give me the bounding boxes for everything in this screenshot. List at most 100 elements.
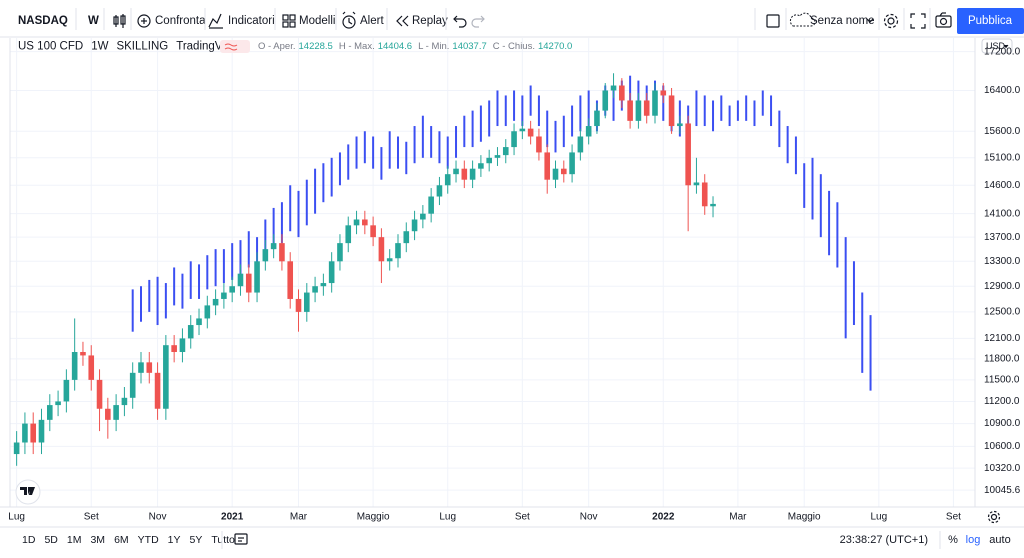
candle-body xyxy=(320,283,327,287)
range-button[interactable]: YTD xyxy=(138,534,159,546)
candle-body xyxy=(428,196,434,214)
snapshot-icon[interactable] xyxy=(935,12,952,28)
candle-body xyxy=(594,110,600,127)
toolbar-button[interactable]: Alert xyxy=(360,15,384,27)
candle-body xyxy=(420,213,426,220)
toolbar-button[interactable]: Confronta xyxy=(155,15,206,27)
candle-body xyxy=(395,243,401,259)
axis-settings-icon[interactable] xyxy=(987,510,1001,524)
candle-body xyxy=(444,174,451,186)
x-tick-label: Lug xyxy=(870,512,887,523)
log-toggle[interactable]: log xyxy=(966,534,981,546)
range-button[interactable]: 1D xyxy=(22,534,36,546)
layout-name[interactable]: Senza nome xyxy=(810,15,875,27)
candle-body xyxy=(436,185,443,197)
legend-broker[interactable]: SKILLING xyxy=(116,41,168,53)
currency[interactable]: USD xyxy=(986,41,1006,51)
layout-dropdown[interactable] xyxy=(866,18,874,23)
toolbar-button[interactable]: Indicatori xyxy=(228,15,275,27)
layout-checkbox[interactable] xyxy=(766,14,780,28)
candle-body xyxy=(527,128,534,137)
range-button[interactable]: 5D xyxy=(44,534,58,546)
pill-icon xyxy=(224,43,238,51)
auto-toggle[interactable]: auto xyxy=(989,534,1010,546)
candle-body xyxy=(303,292,310,312)
candle-body xyxy=(469,168,476,180)
candle-body xyxy=(619,85,625,101)
templates-icon[interactable] xyxy=(282,14,296,28)
indicators-icon[interactable] xyxy=(208,13,223,29)
candle-body xyxy=(693,182,700,186)
candle-body xyxy=(245,273,252,293)
visibility-pill[interactable] xyxy=(220,40,250,53)
interval[interactable]: W xyxy=(88,15,99,27)
legend-symbol[interactable]: US 100 CFD xyxy=(18,41,83,53)
candle-body xyxy=(237,273,244,287)
y-tick-label: 10900.0 xyxy=(984,418,1021,429)
range-button[interactable]: 1Y xyxy=(168,534,181,546)
candle-body xyxy=(502,147,509,156)
candle-body xyxy=(494,155,501,158)
candle-body xyxy=(204,305,211,319)
range-button[interactable]: 1M xyxy=(67,534,82,546)
undo-icon[interactable] xyxy=(453,15,467,28)
legend-value: 14037.7 xyxy=(452,41,486,52)
candle-body xyxy=(229,286,235,293)
candle-body xyxy=(13,442,20,455)
candle-body xyxy=(478,163,484,169)
legend-value: 14228.5 xyxy=(299,41,333,52)
candle-body xyxy=(552,168,559,180)
x-tick-label: Set xyxy=(946,512,961,523)
legend-interval[interactable]: 1W xyxy=(91,41,108,53)
range-button[interactable]: Tutto xyxy=(211,534,235,546)
fullscreen-icon[interactable] xyxy=(910,13,926,29)
candle-body xyxy=(113,405,119,420)
candle-body xyxy=(378,237,385,262)
percent-toggle[interactable]: % xyxy=(948,534,958,546)
candle-body xyxy=(511,131,517,148)
currency-box[interactable] xyxy=(981,38,1013,54)
compare-icon[interactable] xyxy=(137,14,151,28)
toolbar-button[interactable]: Replay xyxy=(412,15,448,27)
symbol[interactable]: NASDAQ xyxy=(18,15,68,27)
x-tick-label: Set xyxy=(84,512,99,523)
candle-body xyxy=(668,95,675,127)
alert-icon[interactable] xyxy=(342,11,356,29)
candle-body xyxy=(370,225,376,238)
legend-field: O - Aper. xyxy=(258,41,296,52)
candle-body xyxy=(38,419,45,443)
publish-button[interactable] xyxy=(957,8,1024,34)
chart-type-icon[interactable] xyxy=(113,14,126,28)
legend-value: 14270.0 xyxy=(538,41,572,52)
candle-body xyxy=(146,362,153,373)
range-button[interactable]: 3M xyxy=(90,534,105,546)
publish-label[interactable]: Pubblica xyxy=(968,15,1013,27)
candle-body xyxy=(221,292,227,299)
date-range-icon[interactable] xyxy=(234,533,248,545)
toolbar-button[interactable]: Modelli xyxy=(299,15,335,27)
legend-value: 14404.6 xyxy=(378,41,412,52)
candle-body xyxy=(362,219,368,226)
candle-body xyxy=(71,352,78,380)
candle-body xyxy=(129,372,136,398)
candle-body xyxy=(80,352,86,356)
range-button[interactable]: 6M xyxy=(114,534,129,546)
y-tick-label: 11200.0 xyxy=(984,396,1020,407)
candle-body xyxy=(585,126,592,137)
x-tick-label: 2021 xyxy=(221,512,244,523)
tradingview-logo xyxy=(15,479,41,505)
candle-body xyxy=(105,408,111,420)
candle-body xyxy=(544,152,551,180)
replay-icon[interactable] xyxy=(396,15,409,27)
range-button[interactable]: 5Y xyxy=(190,534,203,546)
x-tick-label: Mar xyxy=(729,512,747,523)
candle-body xyxy=(279,243,285,262)
candle-body xyxy=(569,152,575,175)
candle-body xyxy=(403,231,410,244)
y-tick-label: 14100.0 xyxy=(984,208,1021,219)
currency-dropdown xyxy=(1003,44,1009,49)
settings-icon[interactable] xyxy=(883,13,899,29)
redo-icon[interactable] xyxy=(471,15,485,28)
y-tick-label: 10045.6 xyxy=(984,485,1021,496)
candle-body xyxy=(88,355,95,380)
